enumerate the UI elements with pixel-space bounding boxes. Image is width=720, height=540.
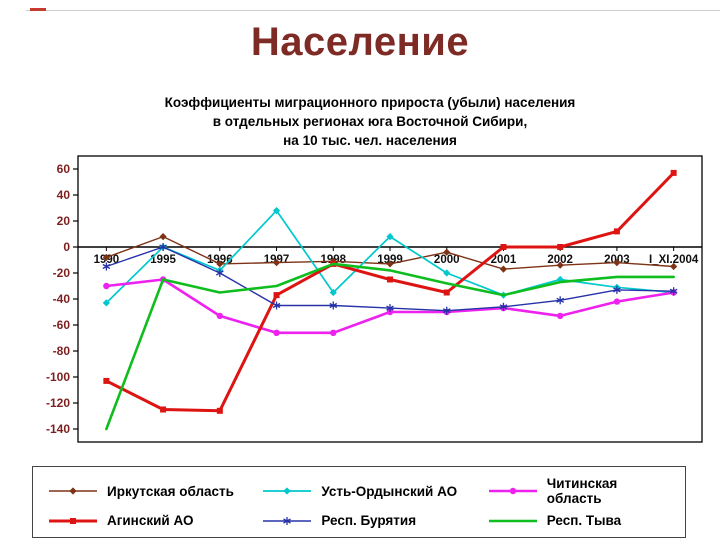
svg-text:-140: -140 [46,422,70,436]
chart-title-line-2: в отдельных регионах юга Восточной Сибир… [212,113,528,129]
legend-marker-icon [263,516,312,525]
legend-marker-icon [49,517,97,524]
legend-label: Агинский АО [107,513,194,528]
legend-label: Иркутская область [107,483,234,499]
legend-label: Усть-Ордынский АО [321,483,458,499]
legend-item-tyva: Респ. Тыва [487,513,671,528]
legend-marker-icon [49,487,97,495]
line-chart-plot: 6040200-20-40-60-80-100-120-140199019951… [46,155,703,443]
legend-item-chita: Читинская область [487,476,671,506]
slide-corner-mark [30,8,46,11]
svg-text:-20: -20 [53,266,71,280]
legend-marker-icon [263,487,312,495]
chart-title-line-3: на 10 тыс. чел. населения [283,132,457,148]
svg-text:2002: 2002 [547,254,573,266]
svg-text:0: 0 [63,240,70,254]
legend-item-aginsky: Агинский АО [47,513,253,528]
svg-text:-40: -40 [53,292,71,306]
svg-text:40: 40 [57,188,71,202]
legend-marker-icon [488,487,537,495]
svg-text:I_XI.2004: I_XI.2004 [649,254,699,266]
legend-marker-icon [488,519,537,522]
legend-label: Респ. Бурятия [321,513,417,528]
legend-item-ust-ordynsky: Усть-Ордынский АО [261,476,478,506]
legend-item-irkutsk: Иркутская область [47,476,253,506]
svg-text:-80: -80 [53,344,71,358]
svg-text:20: 20 [57,214,71,228]
svg-text:1995: 1995 [150,254,176,266]
chart-title: Коэффициенты миграционного прироста (убы… [40,94,700,151]
svg-text:60: 60 [57,162,71,176]
chart-title-line-1: Коэффициенты миграционного прироста (убы… [164,95,576,110]
legend-item-buryatia: Респ. Бурятия [261,513,478,528]
svg-text:-120: -120 [46,396,70,410]
slide-title: Население [250,20,470,64]
slide-top-rule [26,10,720,11]
legend-label: Читинская область [546,476,618,506]
svg-text:-60: -60 [53,318,71,332]
chart-legend: Иркутская область Усть-Ордынский АО Чити… [32,466,686,538]
svg-text:-100: -100 [46,370,70,384]
svg-text:2000: 2000 [434,254,460,266]
svg-text:2001: 2001 [491,254,517,266]
legend-label: Респ. Тыва [546,513,622,528]
